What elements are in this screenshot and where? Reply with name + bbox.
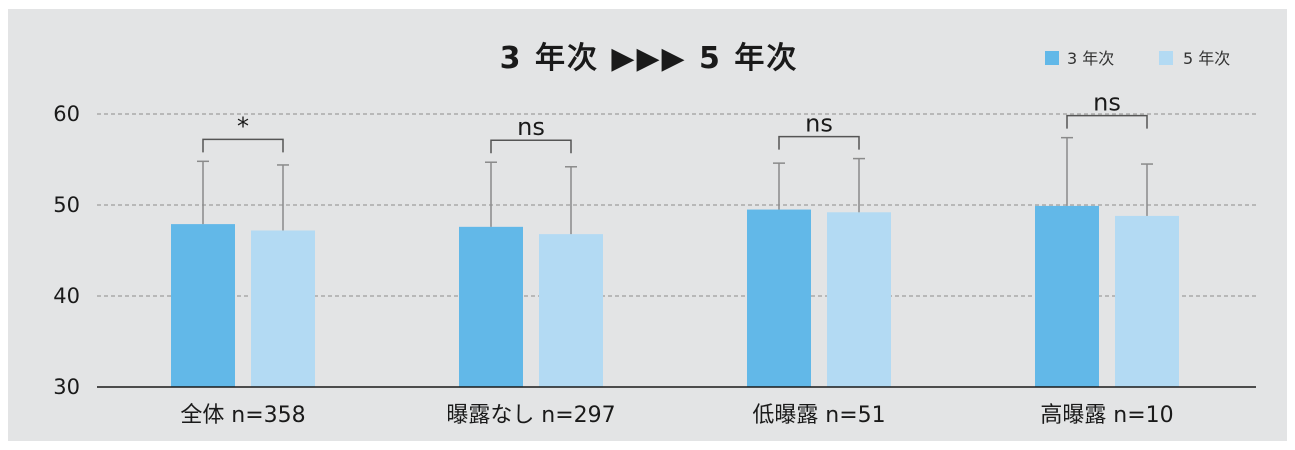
y-tick-label: 50	[53, 193, 80, 217]
legend: 3 年次 5 年次	[1045, 49, 1230, 68]
y-tick-label: 60	[53, 102, 80, 126]
significance-brackets: * ns ns ns	[203, 89, 1147, 154]
significance-bracket	[779, 137, 859, 150]
error-bars	[197, 138, 1153, 234]
y-tick-labels: 30 40 50 60	[53, 102, 80, 399]
bar-3nenji	[171, 224, 235, 387]
significance-bracket	[491, 140, 571, 153]
bar-3nenji	[747, 210, 811, 387]
bar-3nenji	[459, 227, 523, 387]
bar-5nenji	[827, 212, 891, 387]
significance-bracket	[1067, 116, 1147, 129]
legend-label-5nenji: 5 年次	[1183, 49, 1230, 68]
y-tick-label: 40	[53, 284, 80, 308]
y-tick-label: 30	[53, 375, 80, 399]
significance-label: ns	[1093, 89, 1121, 117]
legend-label-3nenji: 3 年次	[1067, 49, 1114, 68]
legend-swatch-5nenji	[1159, 51, 1173, 65]
chart-title: 3 年次 ▶▶▶ 5 年次	[500, 41, 799, 76]
significance-label: ns	[517, 113, 545, 141]
significance-label: *	[237, 112, 249, 140]
bar-3nenji	[1035, 206, 1099, 387]
significance-label: ns	[805, 110, 833, 138]
chart-panel: * ns ns ns 30 40 50 60 全体 n=358 曝露なし n=297 低曝露 n…	[8, 9, 1287, 441]
legend-swatch-3nenji	[1045, 51, 1059, 65]
significance-bracket	[203, 139, 283, 152]
bar-5nenji	[539, 234, 603, 387]
category-label: 高曝露 n=10	[1040, 403, 1173, 428]
category-label: 曝露なし n=297	[446, 403, 615, 428]
bar-chart: * ns ns ns 30 40 50 60 全体 n=358 曝露なし n=297 低曝露 n…	[8, 9, 1287, 441]
bar-5nenji	[1115, 216, 1179, 387]
bar-5nenji	[251, 230, 315, 387]
category-label: 全体 n=358	[180, 403, 305, 428]
category-labels: 全体 n=358 曝露なし n=297 低曝露 n=51 高曝露 n=10	[180, 403, 1173, 428]
category-label: 低曝露 n=51	[752, 403, 885, 428]
